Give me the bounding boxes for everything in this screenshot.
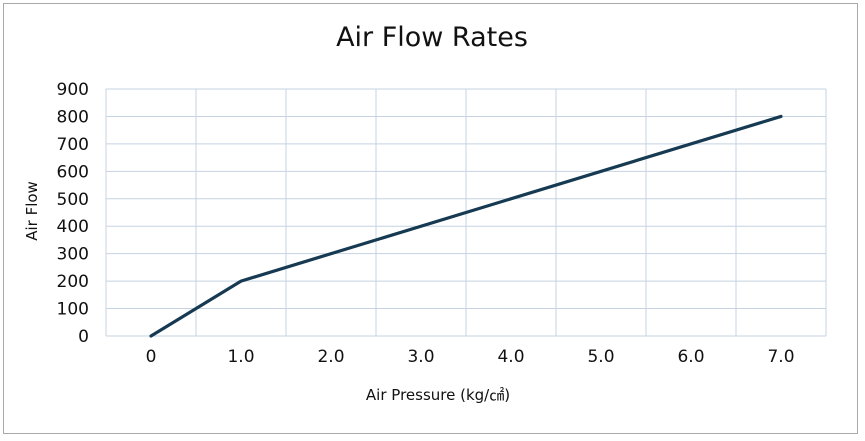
x-tick-label-1: 1.0 xyxy=(227,347,254,367)
y-tick-label-800: 800 xyxy=(57,107,89,127)
series-line-0 xyxy=(149,114,783,338)
y-axis-label: Air Flow xyxy=(23,181,41,241)
x-tick-label-6: 6.0 xyxy=(677,347,704,367)
x-tick-label-5: 5.0 xyxy=(587,347,614,367)
y-tick-label-300: 300 xyxy=(57,245,89,265)
y-tick-label-600: 600 xyxy=(57,162,89,182)
chart-title: Air Flow Rates xyxy=(336,22,528,53)
x-tick-label-0: 0 xyxy=(146,347,157,367)
x-tick-label-2: 2.0 xyxy=(317,347,344,367)
y-tick-label-400: 400 xyxy=(57,217,89,237)
y-tick-label-0: 0 xyxy=(78,327,89,347)
x-tick-label-3: 3.0 xyxy=(407,347,434,367)
grid xyxy=(105,88,827,337)
y-tick-label-200: 200 xyxy=(57,272,89,292)
series xyxy=(149,114,783,338)
chart-frame xyxy=(3,3,858,434)
x-tick-label-4: 4.0 xyxy=(497,347,524,367)
y-tick-label-100: 100 xyxy=(57,300,89,320)
x-axis-label: Air Pressure (kg/㎠) xyxy=(366,386,510,404)
y-tick-label-900: 900 xyxy=(57,80,89,100)
y-tick-label-500: 500 xyxy=(57,190,89,210)
y-tick-label-700: 700 xyxy=(57,135,89,155)
x-axis-ticks: 0 1.0 2.0 3.0 4.0 5.0 6.0 7.0 xyxy=(146,347,795,367)
x-tick-label-7: 7.0 xyxy=(767,347,794,367)
y-axis-ticks: 0 100 200 300 400 500 600 700 800 900 xyxy=(57,80,89,347)
